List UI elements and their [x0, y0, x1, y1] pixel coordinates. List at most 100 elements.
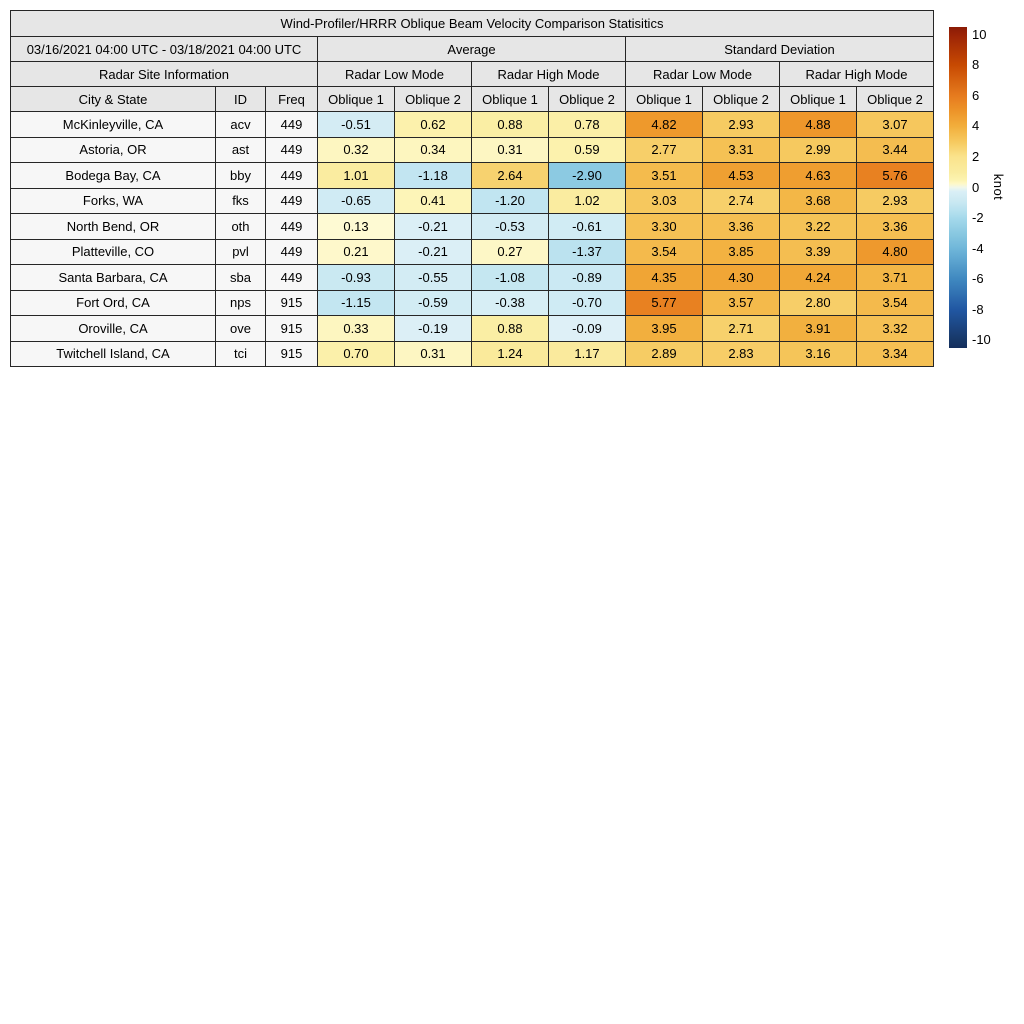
value-cell: 4.24	[779, 264, 857, 291]
freq-cell: 915	[265, 315, 318, 342]
colorbar-tick: 8	[972, 57, 980, 73]
value-cell: 5.77	[625, 289, 703, 316]
id-cell: fks	[215, 187, 266, 214]
value-cell: 0.31	[394, 340, 472, 367]
date-range: 03/16/2021 04:00 UTC - 03/18/2021 04:00 …	[10, 36, 318, 62]
header-freq: Freq	[265, 86, 318, 112]
value-cell: 2.77	[625, 136, 703, 163]
value-cell: -0.38	[471, 289, 549, 316]
value-cell: -0.65	[317, 187, 395, 214]
freq-cell: 449	[265, 238, 318, 265]
value-cell: 4.80	[856, 238, 934, 265]
freq-cell: 915	[265, 340, 318, 367]
freq-cell: 449	[265, 213, 318, 240]
table-row: Platteville, CO pvl 449 0.21 -0.21 0.27 -1.37 3…	[10, 238, 934, 265]
value-cell: 3.39	[779, 238, 857, 265]
value-cell: 3.36	[856, 213, 934, 240]
value-cell: 3.54	[856, 289, 934, 316]
value-cell: 3.07	[856, 111, 934, 138]
value-cell: 3.30	[625, 213, 703, 240]
colorbar-tick: -8	[972, 301, 984, 317]
colorbar-tick: -6	[972, 271, 984, 287]
value-cell: -2.90	[548, 162, 626, 189]
value-cell: 0.31	[471, 136, 549, 163]
id-cell: pvl	[215, 238, 266, 265]
freq-cell: 449	[265, 264, 318, 291]
colorbar-tick: 10	[972, 26, 987, 42]
freq-cell: 449	[265, 136, 318, 163]
value-cell: 3.91	[779, 315, 857, 342]
id-cell: ast	[215, 136, 266, 163]
value-cell: 0.70	[317, 340, 395, 367]
freq-cell: 449	[265, 187, 318, 214]
city-cell: North Bend, OR	[10, 213, 216, 240]
value-cell: 4.35	[625, 264, 703, 291]
colorbar-unit-label: knot	[991, 173, 1006, 201]
colorbar-tick: -10	[972, 332, 991, 348]
city-cell: Forks, WA	[10, 187, 216, 214]
value-cell: 2.74	[702, 187, 780, 214]
value-cell: 3.57	[702, 289, 780, 316]
city-cell: Bodega Bay, CA	[10, 162, 216, 189]
value-cell: -0.53	[471, 213, 549, 240]
city-cell: Santa Barbara, CA	[10, 264, 216, 291]
id-cell: bby	[215, 162, 266, 189]
value-cell: 4.30	[702, 264, 780, 291]
value-cell: -0.61	[548, 213, 626, 240]
value-cell: 0.59	[548, 136, 626, 163]
header-average: Average	[317, 36, 626, 62]
value-cell: 4.88	[779, 111, 857, 138]
value-cell: 4.53	[702, 162, 780, 189]
value-cell: 2.71	[702, 315, 780, 342]
value-cell: 5.76	[856, 162, 934, 189]
colorbar-tick: 0	[972, 179, 980, 195]
header-radar-site-information: Radar Site Information	[10, 61, 318, 87]
table-row: Santa Barbara, CA sba 449 -0.93 -0.55 -1.08 -0…	[10, 264, 934, 291]
freq-cell: 449	[265, 111, 318, 138]
value-cell: 3.03	[625, 187, 703, 214]
header-avg-radar-high-mode: Radar High Mode	[471, 61, 626, 87]
id-cell: ove	[215, 315, 266, 342]
value-cell: 3.95	[625, 315, 703, 342]
value-cell: 1.01	[317, 162, 395, 189]
header-avg-radar-low-mode: Radar Low Mode	[317, 61, 472, 87]
stats-table: Wind-Profiler/HRRR Oblique Beam Velocity…	[10, 10, 934, 367]
value-cell: 2.80	[779, 289, 857, 316]
value-cell: -1.08	[471, 264, 549, 291]
colorbar-tick: 6	[972, 87, 980, 103]
value-cell: 3.71	[856, 264, 934, 291]
header-id: ID	[215, 86, 266, 112]
value-cell: 0.13	[317, 213, 395, 240]
id-cell: acv	[215, 111, 266, 138]
value-cell: 4.82	[625, 111, 703, 138]
value-cell: -1.37	[548, 238, 626, 265]
value-cell: 3.31	[702, 136, 780, 163]
value-cell: 1.02	[548, 187, 626, 214]
value-cell: 0.33	[317, 315, 395, 342]
header-oblique-2: Oblique 2	[548, 86, 626, 112]
value-cell: 2.93	[856, 187, 934, 214]
header-oblique-1: Oblique 1	[317, 86, 395, 112]
value-cell: 0.41	[394, 187, 472, 214]
id-cell: tci	[215, 340, 266, 367]
value-cell: 3.68	[779, 187, 857, 214]
city-cell: Oroville, CA	[10, 315, 216, 342]
value-cell: 2.99	[779, 136, 857, 163]
table-row: Bodega Bay, CA bby 449 1.01 -1.18 2.64 -2.90 3.…	[10, 162, 934, 189]
value-cell: 4.63	[779, 162, 857, 189]
table-row: Twitchell Island, CA tci 915 0.70 0.31 1.24 1.…	[10, 340, 934, 367]
value-cell: -0.70	[548, 289, 626, 316]
city-cell: Fort Ord, CA	[10, 289, 216, 316]
header-oblique-2: Oblique 2	[394, 86, 472, 112]
header-std-radar-low-mode: Radar Low Mode	[625, 61, 780, 87]
header-oblique-1: Oblique 1	[779, 86, 857, 112]
header-oblique-2: Oblique 2	[702, 86, 780, 112]
table-row: North Bend, OR oth 449 0.13 -0.21 -0.53 -0.61 3…	[10, 213, 934, 240]
value-cell: -0.21	[394, 238, 472, 265]
value-cell: 0.78	[548, 111, 626, 138]
colorbar-gradient	[949, 27, 967, 348]
city-cell: Twitchell Island, CA	[10, 340, 216, 367]
value-cell: 1.17	[548, 340, 626, 367]
value-cell: -0.21	[394, 213, 472, 240]
